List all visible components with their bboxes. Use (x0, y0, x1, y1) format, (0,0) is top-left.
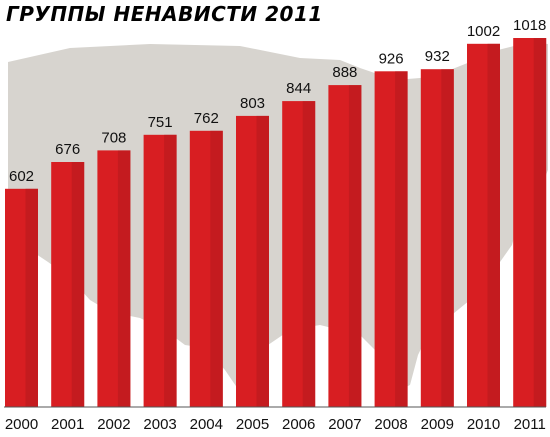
x-tick-label-2006: 2006 (282, 416, 315, 433)
bars (5, 38, 547, 408)
bar-shade-2011 (533, 38, 547, 407)
bar-shade-2004 (210, 130, 223, 408)
bar-value-label-2007: 888 (332, 64, 357, 81)
bar-value-labels: 602 676 708 751 762 803 844 888 926 932 1002 1018 (9, 17, 546, 185)
us-map-background (8, 42, 548, 392)
bar-shade-2010 (487, 43, 500, 408)
bar-value-label-2000: 602 (9, 168, 34, 185)
bar-shade-2001 (71, 162, 85, 407)
bar-shade-2000 (25, 188, 38, 407)
bar-value-label-2008: 926 (379, 50, 404, 67)
us-map-silhouette (8, 42, 548, 392)
bar-shade-2007 (348, 85, 362, 407)
x-tick-label-2001: 2001 (51, 416, 84, 433)
x-tick-label-2011: 2011 (514, 416, 546, 433)
x-axis-tick-labels: 2000 2001 2002 2003 2004 2005 2006 2007 2008 2009… (5, 416, 546, 433)
x-tick-label-2005: 2005 (236, 416, 269, 433)
bar-value-label-2002: 708 (101, 129, 126, 146)
x-tick-label-2009: 2009 (421, 416, 454, 433)
x-tick-label-2007: 2007 (328, 416, 361, 433)
bar-value-label-2005: 803 (240, 95, 265, 112)
x-tick-label-2002: 2002 (97, 416, 130, 433)
bar-shade-2009 (441, 69, 454, 407)
x-tick-label-2000: 2000 (5, 416, 38, 433)
bar-value-label-2009: 932 (425, 48, 450, 65)
bar-shade-2005 (256, 115, 269, 408)
bar-value-label-2011: 1018 (513, 17, 546, 34)
bar-value-label-2004: 762 (194, 110, 219, 127)
bar-shade-2008 (395, 71, 408, 408)
x-tick-label-2010: 2010 (467, 416, 500, 433)
x-tick-label-2004: 2004 (190, 416, 223, 433)
x-tick-label-2003: 2003 (143, 416, 176, 433)
bar-shade-2002 (117, 150, 131, 407)
bar-value-label-2001: 676 (55, 141, 80, 158)
bar-value-label-2010: 1002 (467, 23, 500, 40)
bar-shade-2003 (164, 134, 177, 408)
x-tick-label-2008: 2008 (374, 416, 407, 433)
bar-shade-2006 (302, 101, 316, 407)
bar-value-label-2006: 844 (286, 80, 311, 97)
bar-value-label-2003: 751 (148, 114, 173, 131)
chart-title: ГРУППЫ НЕНАВИСТИ 2011 (6, 2, 323, 26)
